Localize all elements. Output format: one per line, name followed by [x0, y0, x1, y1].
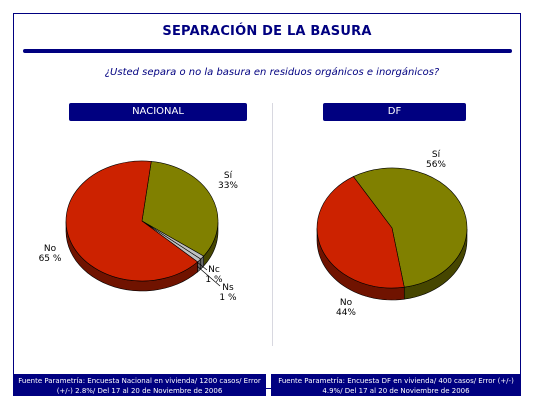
df-footnote: Fuente Parametría: Encuesta DF en vivien…: [271, 374, 521, 396]
nacional-label-nc: Nc 1 %: [205, 265, 223, 285]
nacional-leader-2: [196, 265, 221, 287]
nacional-footnote: Fuente Parametría: Encuesta Nacional en …: [13, 374, 266, 396]
nacional-slice-no: [65, 160, 199, 282]
nacional-label-no: No 65 %: [39, 244, 62, 264]
df-label-no: No 44%: [336, 298, 356, 318]
panel-divider: [272, 103, 273, 346]
df-slice-no: [316, 176, 405, 289]
nacional-label-si: Sí 33%: [218, 171, 238, 191]
survey-question: ¿Usted separa o no la basura en residuos…: [104, 67, 440, 78]
nacional-label-ns: Ns 1 %: [219, 283, 237, 303]
df-slice-si: [352, 167, 468, 288]
df-chart-title: DF: [323, 103, 466, 121]
nacional-slice-si: [141, 161, 219, 257]
page-title: SEPARACIÓN DE LA BASURA: [162, 24, 372, 39]
title-underline: [23, 49, 512, 53]
chart-frame: [13, 13, 521, 389]
nacional-pie: Sí 33% Nc 1 %Ns 1 % No 65 %: [39, 160, 238, 303]
df-label-si: Sí 56%: [426, 150, 446, 170]
nacional-leader-1: [196, 261, 208, 271]
nacional-chart-title: NACIONAL: [69, 103, 247, 121]
df-pie: Sí 56% No 44%: [316, 150, 468, 318]
